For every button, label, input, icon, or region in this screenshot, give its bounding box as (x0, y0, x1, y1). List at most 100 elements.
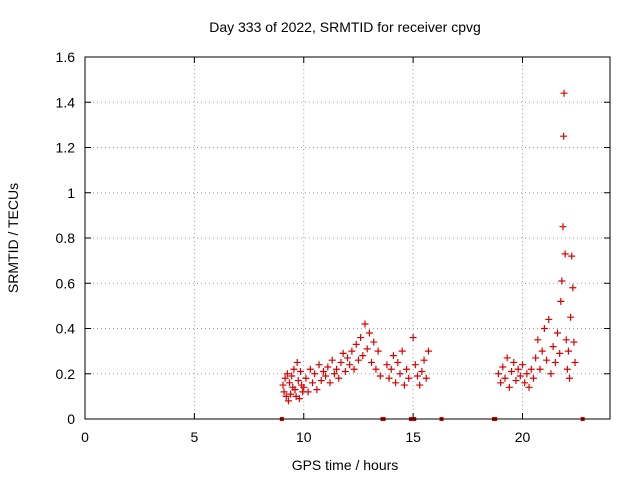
data-point (383, 361, 391, 369)
data-point (284, 397, 292, 405)
data-point (561, 250, 569, 258)
data-point (365, 329, 373, 337)
data-point (545, 315, 553, 323)
x-axis-label: GPS time / hours (292, 457, 399, 473)
y-tick-label: 1.2 (56, 140, 76, 156)
x-tick-label: 0 (81, 429, 89, 445)
data-point (570, 338, 578, 346)
data-point (313, 386, 321, 394)
data-point (311, 370, 319, 378)
data-point (563, 365, 571, 373)
data-point (387, 365, 395, 373)
data-point (519, 361, 526, 369)
data-point (568, 252, 576, 260)
data-point (422, 374, 430, 382)
data-point (549, 343, 557, 351)
data-point (556, 349, 564, 357)
data-point (566, 374, 574, 382)
data-point (302, 374, 310, 382)
data-point (322, 372, 330, 380)
x-tick-label: 20 (515, 429, 531, 445)
data-point (532, 354, 540, 362)
data-point (359, 352, 367, 360)
data-point (287, 390, 295, 398)
data-point (333, 365, 341, 373)
data-point (512, 377, 520, 385)
x-tick-label: 5 (190, 429, 198, 445)
data-point (559, 223, 567, 231)
data-point (400, 381, 408, 389)
data-point (497, 379, 505, 387)
data-point (536, 365, 544, 373)
data-point (296, 367, 304, 375)
data-point (279, 381, 287, 389)
data-point (416, 381, 424, 389)
y-tick-label: 1.6 (56, 49, 76, 65)
data-point (346, 361, 354, 369)
data-point (300, 383, 308, 391)
data-point (357, 334, 365, 342)
data-point (418, 367, 426, 375)
data-points (279, 89, 585, 421)
data-point (328, 356, 336, 364)
data-point (558, 277, 566, 285)
data-point (337, 358, 345, 366)
data-point (527, 365, 535, 373)
data-point (538, 347, 546, 355)
data-point (503, 354, 511, 362)
data-point (290, 365, 298, 373)
data-point (352, 340, 360, 348)
data-point (370, 338, 378, 346)
data-point (282, 392, 290, 400)
y-tick-label: 1.4 (56, 94, 76, 110)
data-point (567, 313, 575, 321)
data-point (341, 367, 349, 375)
data-point (315, 361, 323, 369)
data-point (521, 379, 529, 387)
data-point (304, 388, 312, 396)
data-point (411, 361, 419, 369)
data-point (361, 320, 369, 328)
data-point (501, 374, 509, 382)
data-point (547, 370, 555, 378)
axes: 0 5 10 15 20 0 0.2 0.4 0.6 0.8 1 1.2 1.4 1.6 (56, 49, 610, 445)
data-point (326, 379, 334, 387)
y-tick-label: 0.4 (56, 321, 76, 337)
x-tick-label: 10 (296, 429, 312, 445)
data-point (396, 370, 404, 378)
grid-lines (85, 57, 610, 419)
data-point (372, 365, 380, 373)
y-tick-label: 0.6 (56, 275, 76, 291)
data-point (523, 370, 531, 378)
data-point (405, 374, 413, 382)
data-point (293, 358, 301, 366)
data-point (529, 374, 537, 382)
data-point (420, 356, 428, 364)
data-point (557, 297, 565, 305)
data-point (348, 347, 356, 355)
data-point (376, 372, 384, 380)
data-point (510, 358, 518, 366)
data-point (560, 132, 568, 140)
data-point (317, 377, 325, 385)
data-point (339, 349, 347, 357)
data-point (414, 372, 421, 380)
data-point (494, 370, 502, 378)
data-point (562, 336, 570, 344)
data-point (514, 365, 522, 373)
data-point (409, 334, 417, 342)
data-point (508, 367, 516, 375)
data-point (424, 347, 432, 355)
data-point (525, 383, 533, 391)
data-point (324, 363, 332, 371)
data-point (354, 356, 362, 364)
data-point (283, 370, 291, 378)
data-point (295, 395, 303, 403)
data-point (394, 358, 402, 366)
data-point (286, 379, 294, 387)
data-point (368, 358, 376, 366)
data-point (374, 347, 382, 355)
data-point (288, 372, 296, 380)
data-point (344, 354, 351, 362)
